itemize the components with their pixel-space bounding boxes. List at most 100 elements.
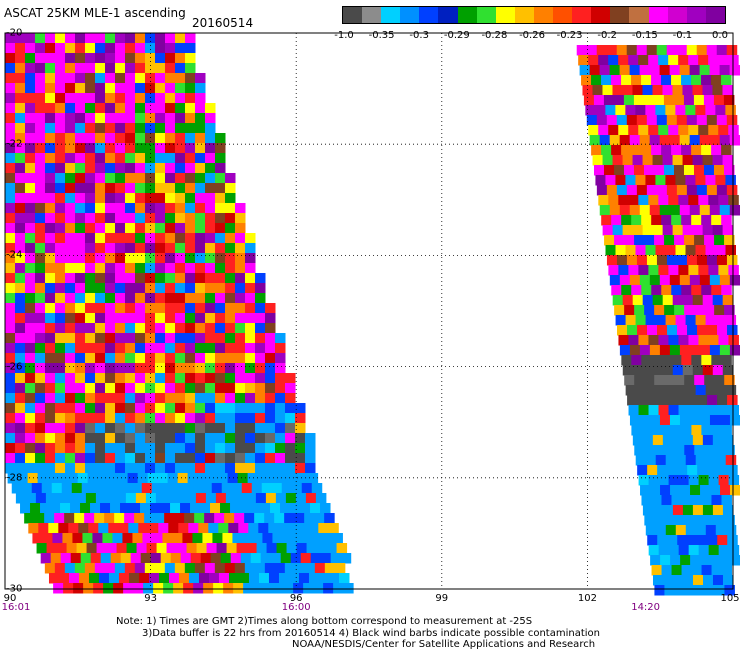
swath-cell: [195, 343, 206, 354]
swath-cell: [699, 275, 711, 286]
swath-cell: [175, 143, 186, 154]
swath-cell: [45, 83, 56, 94]
swath-cell: [65, 423, 76, 434]
swath-cell: [669, 205, 681, 216]
swath-cell: [237, 473, 249, 484]
swath-cell: [215, 293, 226, 304]
swath-cell: [185, 33, 196, 44]
swath-cell: [155, 413, 166, 424]
swath-cell: [105, 273, 116, 284]
swath-cell: [651, 285, 662, 296]
swath-cell: [165, 303, 176, 314]
swath-cell: [639, 205, 651, 216]
colorbar-label: -0.3: [409, 30, 429, 41]
swath-cell: [250, 553, 262, 564]
swath-cell: [669, 345, 681, 356]
swath-cell: [135, 193, 146, 204]
swath-cell: [65, 103, 76, 114]
swath-cell: [605, 105, 616, 116]
swath-cell: [185, 283, 196, 294]
swath-cell: [245, 273, 256, 284]
swath-cell: [591, 75, 602, 86]
swath-cell: [588, 55, 599, 66]
swath-cell: [75, 393, 86, 404]
swath-cell: [235, 423, 246, 434]
swath-cell: [602, 85, 613, 96]
swath-cell: [241, 483, 253, 494]
swath-cell: [623, 165, 635, 176]
swath-cell: [657, 395, 668, 406]
swath-cell: [634, 445, 645, 456]
swath-cell: [125, 193, 136, 204]
swath-cell: [722, 155, 734, 166]
swath-cell: [274, 513, 285, 524]
swath-cell: [213, 583, 224, 594]
swath-cell: [652, 435, 664, 446]
swath-cell: [633, 165, 645, 176]
swath-cell: [55, 103, 66, 114]
swath-cell: [666, 255, 678, 266]
swath-cell: [95, 403, 106, 414]
swath-cell: [155, 153, 166, 164]
swath-cell: [721, 425, 732, 436]
swath-cell: [144, 513, 155, 524]
swath-cell: [7, 473, 19, 484]
swath-cell: [125, 303, 136, 314]
swath-cell: [686, 45, 698, 56]
swath-cell: [100, 553, 112, 564]
swath-cell: [98, 523, 109, 534]
swath-cell: [235, 233, 246, 244]
colorbar-swatch: [438, 7, 458, 23]
swath-cell: [671, 565, 683, 576]
swath-cell: [666, 115, 678, 126]
swath-cell: [85, 233, 96, 244]
swath-cell: [674, 235, 685, 246]
swath-cell: [25, 163, 36, 174]
swath-cell: [115, 403, 126, 414]
swath-cell: [205, 223, 216, 234]
swath-cell: [50, 503, 61, 514]
swath-cell: [635, 315, 647, 326]
swath-cell: [175, 203, 186, 214]
swath-cell: [725, 105, 736, 116]
swath-cell: [178, 573, 190, 584]
time-label: 16:00: [281, 602, 311, 613]
swath-cell: [608, 265, 619, 276]
swath-cell: [175, 293, 186, 304]
swath-cell: [654, 585, 665, 596]
swath-cell: [631, 215, 642, 226]
swath-cell: [145, 73, 156, 84]
swath-cell: [195, 103, 206, 114]
swath-cell: [225, 403, 236, 414]
swath-cell: [95, 173, 106, 184]
swath-cell: [135, 123, 146, 134]
swath-cell: [165, 213, 176, 224]
swath-cell: [125, 233, 136, 244]
swath-cell: [165, 393, 176, 404]
swath-cell: [659, 65, 671, 76]
swath-cell: [138, 523, 149, 534]
swath-cell: [25, 173, 36, 184]
swath-cell: [719, 275, 731, 286]
swath-cell: [231, 483, 243, 494]
swath-cell: [45, 363, 56, 374]
swath-cell: [697, 325, 708, 336]
swath-cell: [187, 473, 199, 484]
swath-cell: [165, 33, 176, 44]
swath-cell: [295, 413, 306, 424]
swath-cell: [722, 435, 734, 446]
swath-cell: [85, 433, 96, 444]
swath-cell: [729, 275, 740, 286]
swath-cell: [619, 205, 631, 216]
swath-cell: [185, 353, 196, 364]
swath-cell: [155, 193, 166, 204]
swath-cell: [729, 415, 740, 426]
lon-tick-label: 102: [577, 593, 597, 604]
swath-cell: [698, 405, 710, 416]
swath-cell: [35, 293, 46, 304]
swath-cell: [707, 395, 718, 406]
swath-cell: [628, 335, 639, 346]
swath-cell: [85, 343, 96, 354]
swath-cell: [104, 563, 116, 574]
swath-cell: [45, 33, 56, 44]
